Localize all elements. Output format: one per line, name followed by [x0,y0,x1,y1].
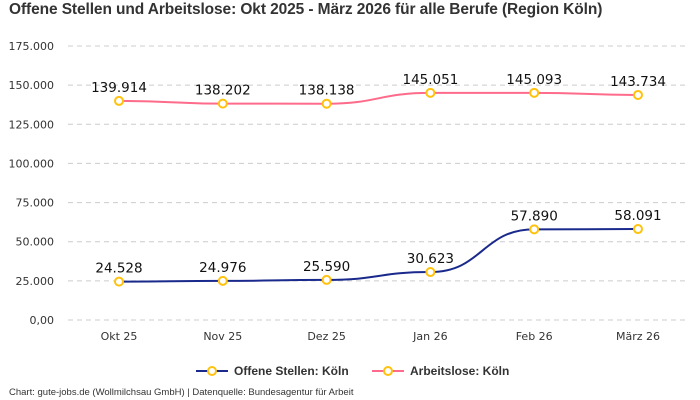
legend-marker-icon [383,366,393,376]
data-label: 145.093 [506,72,562,88]
y-tick-label: 175.000 [9,40,55,53]
series-line [118,91,639,105]
data-point[interactable] [321,98,332,109]
data-label: 139.914 [91,80,147,96]
y-tick-label: 50.000 [16,236,55,249]
data-point[interactable] [217,98,228,109]
legend-marker-icon [207,366,217,376]
y-tick-label: 150.000 [9,79,55,92]
chart-source: Chart: gute-jobs.de (Wollmilchsau GmbH) … [9,387,354,398]
data-label: 145.051 [402,72,458,88]
data-point[interactable] [114,276,124,287]
data-label: 24.528 [95,261,142,277]
x-tick-label: März 26 [616,330,660,343]
data-point[interactable] [114,95,124,106]
legend-item[interactable]: Offene Stellen: Köln [234,364,349,378]
data-label: 57.890 [511,208,558,224]
chart-title: Offene Stellen und Arbeitslose: Okt 2025… [9,1,603,18]
x-tick-label: Feb 26 [516,330,553,343]
y-tick-label: 100.000 [9,157,55,170]
data-point[interactable] [425,87,436,98]
data-point[interactable] [217,275,228,286]
x-tick-label: Okt 25 [101,330,138,343]
data-label: 30.623 [407,251,454,267]
data-label: 24.976 [199,260,246,276]
y-tick-label: 75.000 [16,197,55,210]
data-label: 25.590 [303,259,350,275]
x-tick-label: Nov 25 [203,330,242,343]
data-label: 138.202 [195,83,251,99]
series-line [118,228,639,283]
data-point[interactable] [529,87,540,98]
y-tick-label: 25.000 [16,275,55,288]
data-point[interactable] [425,267,436,278]
data-point[interactable] [633,224,643,235]
data-point[interactable] [321,274,332,285]
y-tick-label: 125.000 [9,118,55,131]
y-tick-label: 0,00 [30,314,55,327]
data-point[interactable] [529,224,540,235]
x-tick-label: Jan 26 [412,330,447,343]
data-label: 143.734 [610,74,666,90]
x-tick-label: Dez 25 [307,330,346,343]
data-point[interactable] [633,89,643,100]
data-label: 58.091 [614,208,661,224]
legend-item[interactable]: Arbeitslose: Köln [410,364,509,378]
data-label: 138.138 [299,83,355,99]
